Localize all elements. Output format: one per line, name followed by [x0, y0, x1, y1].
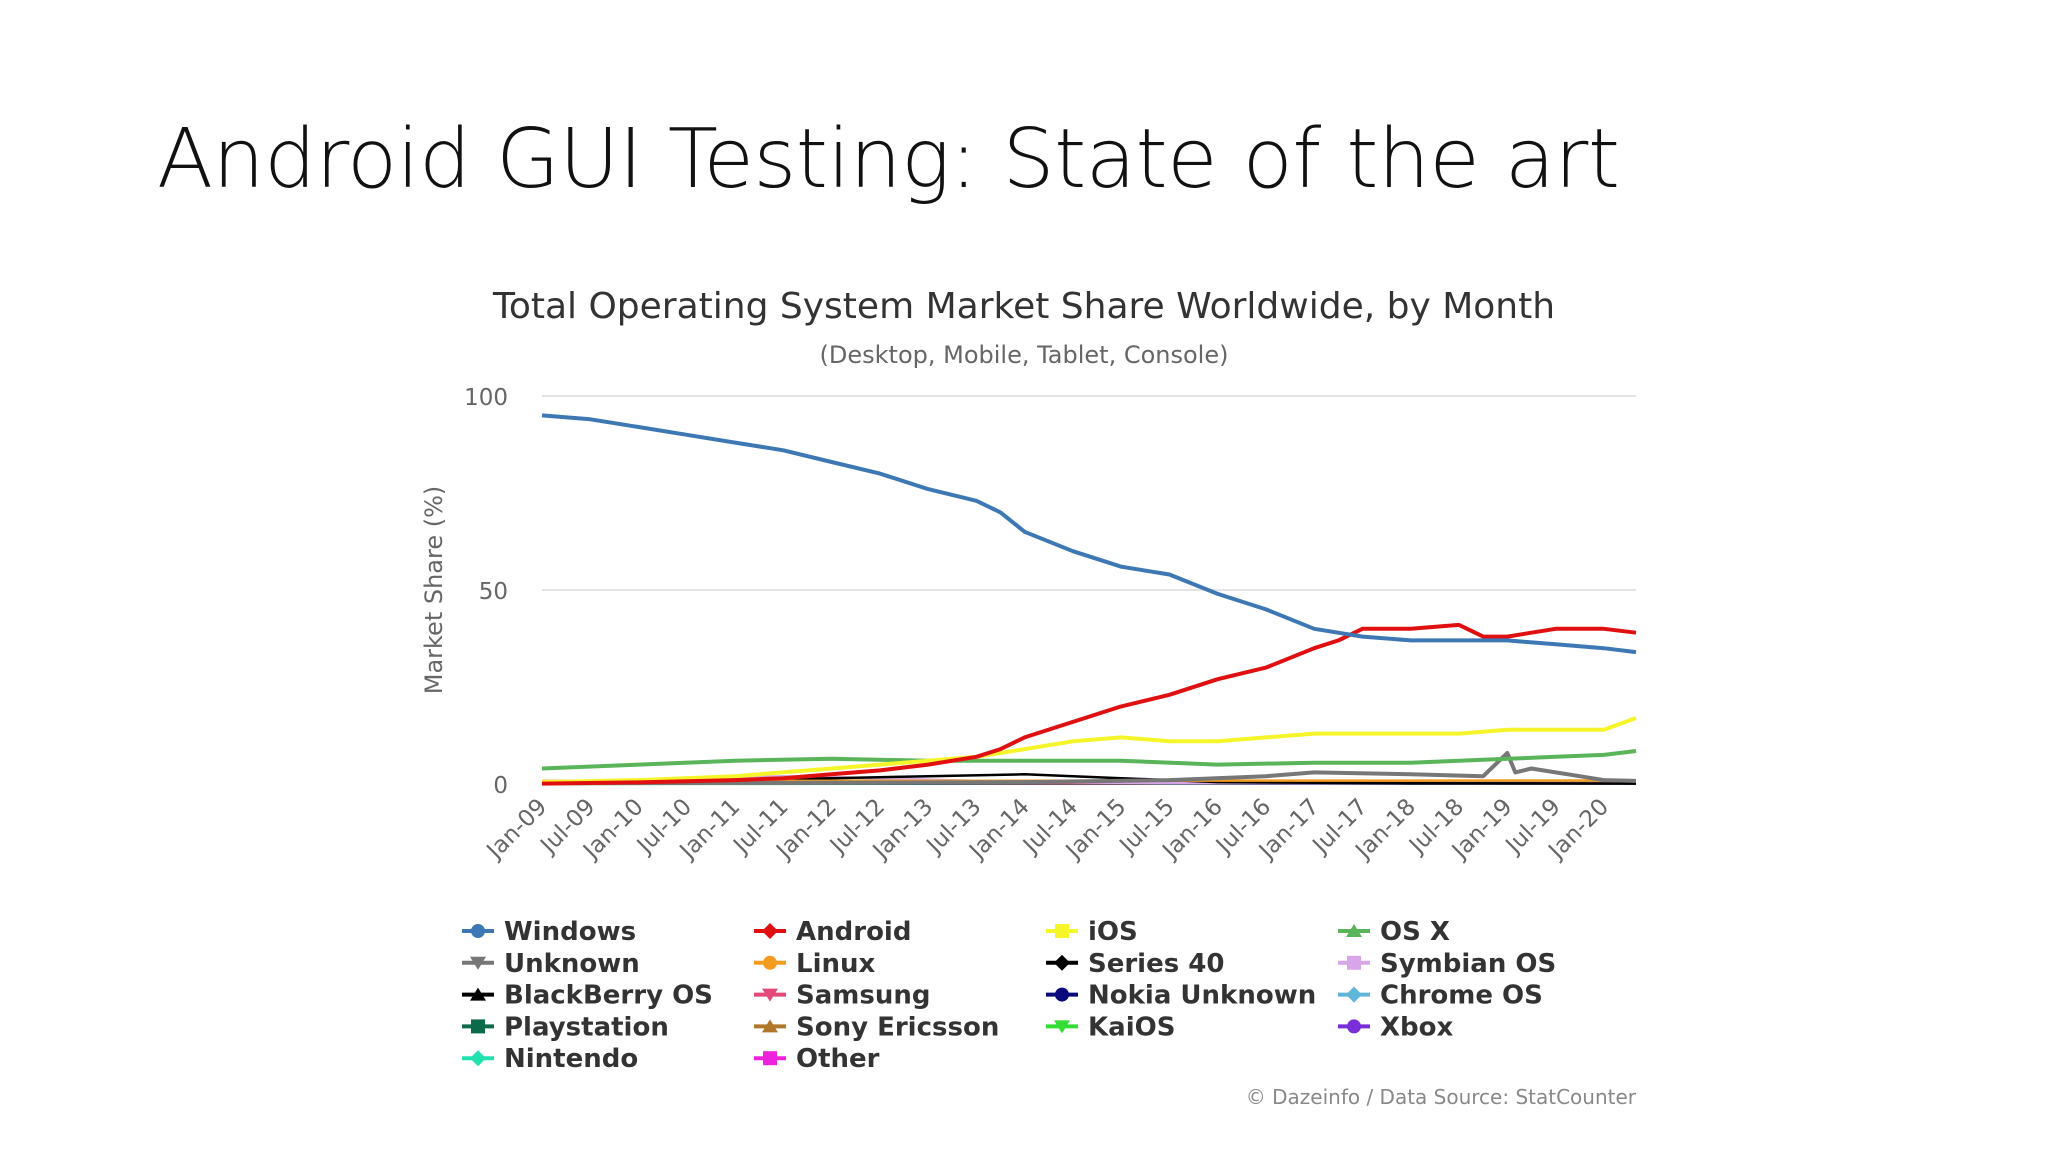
legend-label-unknown: Unknown: [504, 949, 640, 979]
legend-label-nintendo: Nintendo: [504, 1044, 638, 1074]
legend-label-series-40: Series 40: [1088, 949, 1224, 979]
legend-marker-xbox: [1347, 1019, 1361, 1034]
chart-subtitle: (Desktop, Mobile, Tablet, Console): [820, 341, 1229, 369]
legend-label-chrome-os: Chrome OS: [1380, 981, 1543, 1011]
x-tick-label: Jan-09: [481, 794, 552, 865]
legend-marker-sony-ericsson: [762, 1019, 778, 1033]
legend-marker-nintendo: [470, 1050, 486, 1067]
legend-label-sony-ericsson: Sony Ericsson: [796, 1012, 999, 1042]
legend-marker-ios: [1055, 924, 1069, 938]
legend-marker-other: [763, 1051, 777, 1066]
legend-label-other: Other: [796, 1044, 880, 1074]
legend-marker-windows: [471, 924, 485, 938]
legend-label-ios: iOS: [1088, 917, 1138, 947]
legend-label-windows: Windows: [504, 917, 636, 947]
legend-marker-blackberry-os: [470, 987, 486, 1001]
legend-marker-kaios: [1054, 1020, 1070, 1034]
legend-label-android: Android: [796, 917, 911, 947]
legend-label-xbox: Xbox: [1380, 1012, 1454, 1042]
series-line-unknown: [541, 751, 1637, 786]
legend-label-kaios: KaiOS: [1088, 1012, 1175, 1042]
legend-label-linux: Linux: [796, 949, 875, 979]
legend-marker-symbian-os: [1347, 955, 1361, 970]
chart-title: Total Operating System Market Share Worl…: [492, 286, 1555, 327]
y-tick-label: 50: [479, 579, 508, 605]
chart-credit: © Dazeinfo / Data Source: StatCounter: [1246, 1085, 1637, 1109]
legend-marker-playstation: [471, 1019, 485, 1034]
y-tick-label: 100: [464, 385, 508, 411]
series-line-os-x: [541, 749, 1637, 771]
series-line-windows: [541, 413, 1637, 655]
legend-label-nokia-unknown: Nokia Unknown: [1088, 981, 1316, 1011]
legend-marker-series-40: [1054, 954, 1070, 971]
legend-label-os-x: OS X: [1380, 917, 1450, 947]
y-tick-label: 0: [493, 773, 508, 799]
series-line-series-40: [541, 773, 1637, 785]
legend-label-symbian-os: Symbian OS: [1380, 949, 1556, 979]
series-line-android: [541, 622, 1637, 786]
legend-marker-linux: [763, 955, 777, 970]
legend-marker-nokia-unknown: [1055, 987, 1069, 1002]
slide-title: Android GUI Testing: State of the art: [157, 112, 1620, 207]
legend-marker-samsung: [762, 988, 778, 1002]
y-axis-label: Market Share (%): [420, 486, 448, 695]
legend-label-playstation: Playstation: [504, 1012, 669, 1042]
legend-marker-unknown: [470, 956, 486, 970]
legend-marker-android: [762, 923, 778, 939]
series-line-ios: [541, 716, 1637, 785]
legend-marker-os-x: [1346, 924, 1362, 937]
legend-label-blackberry-os: BlackBerry OS: [504, 981, 713, 1011]
legend-label-samsung: Samsung: [796, 981, 930, 1011]
legend-marker-chrome-os: [1346, 986, 1362, 1003]
